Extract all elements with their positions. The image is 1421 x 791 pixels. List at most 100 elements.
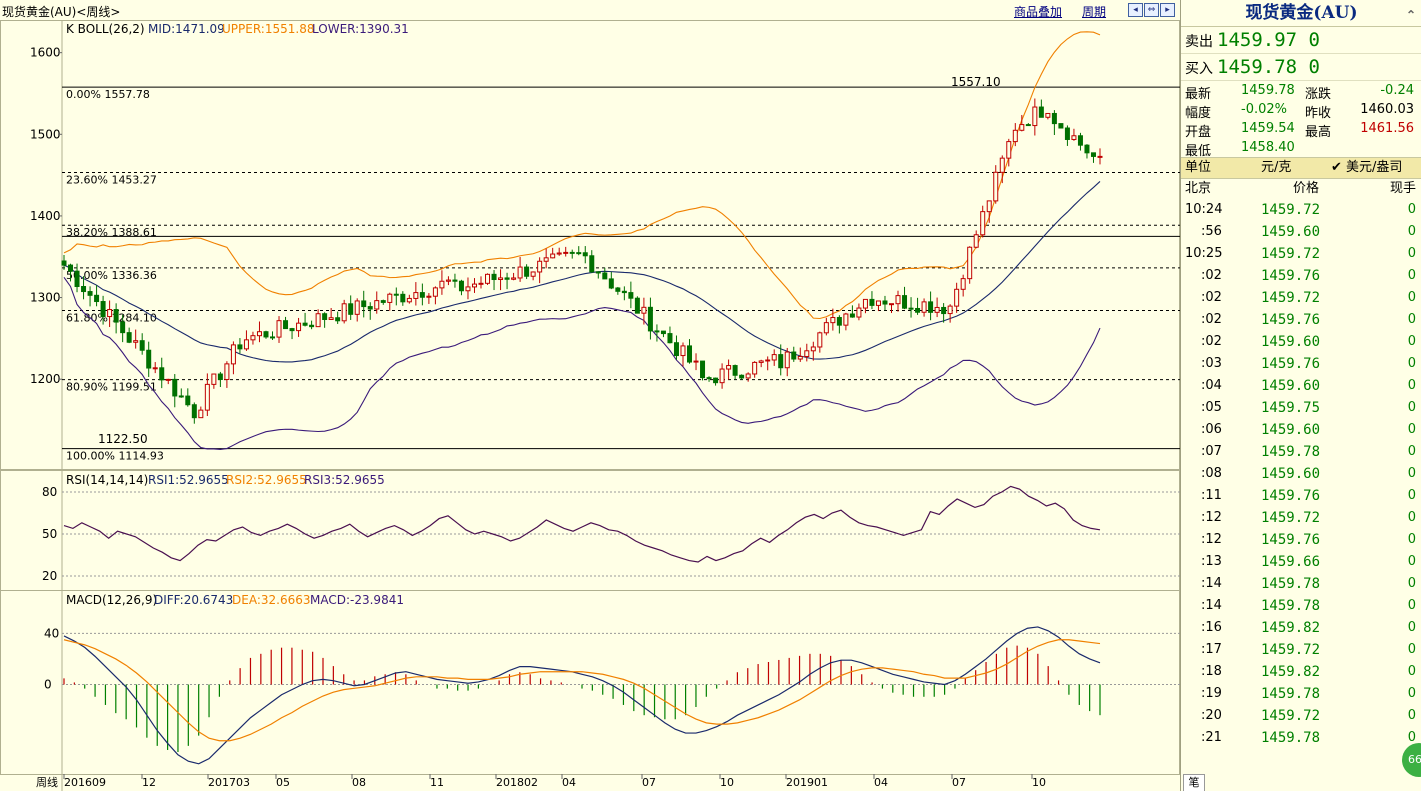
- candle-body: [752, 361, 758, 375]
- period-button[interactable]: 周期: [1082, 5, 1107, 19]
- tick-row: :20 1459.72 0: [1201, 708, 1416, 724]
- candle-body: [530, 271, 536, 277]
- candle-body: [380, 300, 386, 303]
- macd-tick: 40: [44, 626, 59, 640]
- boll-upper-line: [63, 31, 1101, 320]
- tick-row: :03 1459.76 0: [1201, 356, 1416, 372]
- candle-body: [576, 252, 582, 255]
- candle-body: [589, 255, 595, 273]
- candle-body: [569, 251, 575, 254]
- price-tick: 1500: [30, 127, 61, 141]
- candle-body: [1012, 129, 1018, 143]
- period-label: 周线: [36, 775, 58, 789]
- candle-body: [647, 306, 653, 332]
- candle-body: [986, 200, 992, 213]
- tick-row: :14 1459.78 0: [1201, 576, 1416, 592]
- candle-body: [615, 287, 621, 292]
- tick-row: :13 1459.66 0: [1201, 554, 1416, 570]
- candle-body: [745, 373, 751, 379]
- tick-row: :17 1459.72 0: [1201, 642, 1416, 658]
- unit-cny-option[interactable]: 元/克: [1261, 160, 1292, 175]
- candle-body: [563, 251, 569, 254]
- rsi3-value: RSI3:52.9655: [304, 473, 385, 487]
- candle-body: [178, 395, 184, 398]
- prev-icon[interactable]: ◂: [1128, 3, 1143, 17]
- candle-body: [270, 336, 276, 339]
- price-tick: 1400: [30, 209, 61, 223]
- macd-diff-line: [63, 626, 1101, 765]
- tick-row: :16 1459.82 0: [1201, 620, 1416, 636]
- candle-body: [217, 373, 223, 380]
- candle-body: [830, 317, 836, 324]
- candle-body: [550, 253, 556, 259]
- candle-body: [849, 313, 855, 318]
- tick-row: :12 1459.76 0: [1201, 532, 1416, 548]
- tick-list[interactable]: 10:24 1459.72 0:56 1459.60 0 10:25 1459.72 0:02…: [1181, 199, 1421, 749]
- quote-panel: 现货黄金(AU) ⌃ 卖出 1459.97 0 买入 1459.78 0 最新 145…: [1180, 0, 1421, 791]
- candle-body: [74, 270, 80, 288]
- time-tick: 12: [142, 776, 156, 789]
- bid-row: 买入 1459.78 0: [1181, 54, 1421, 81]
- unit-row: 单位 元/克 ✔ 美元/盎司: [1181, 158, 1421, 179]
- candle-body: [726, 365, 732, 370]
- candle-body: [498, 277, 504, 281]
- candle-body: [556, 252, 562, 255]
- rsi-panel-frame: [0, 470, 1180, 591]
- candle-body: [1006, 141, 1012, 159]
- candle-body: [315, 313, 321, 328]
- candle-body: [713, 377, 719, 384]
- candle-body: [146, 349, 152, 369]
- candle-body: [621, 290, 627, 294]
- candle-body: [1032, 106, 1038, 127]
- candle-body: [152, 367, 158, 370]
- next-icon[interactable]: ▸: [1160, 3, 1175, 17]
- candle-body: [485, 273, 491, 284]
- candle-body: [1025, 124, 1031, 127]
- candle-body: [517, 266, 523, 279]
- time-tick: 10: [1032, 776, 1046, 789]
- candle-body: [120, 321, 126, 334]
- candle-body: [673, 342, 679, 357]
- overlay-button[interactable]: 商品叠加: [1014, 5, 1063, 19]
- fib-label: 80.90% 1199.51: [66, 381, 157, 394]
- candle-body: [322, 313, 328, 320]
- tick-row: 10:24 1459.72 0: [1185, 202, 1416, 218]
- candle-body: [491, 273, 497, 281]
- candle-body: [165, 378, 171, 381]
- candle-body: [719, 368, 725, 384]
- expand-icon[interactable]: ⇔: [1144, 3, 1159, 17]
- status-badge[interactable]: 66: [1402, 743, 1421, 777]
- time-tick: 04: [874, 776, 888, 789]
- candle-body: [211, 373, 217, 385]
- chart-canvas[interactable]: 0.00% 1557.78 23.60% 1453.27 38.20% 1388.6…: [0, 20, 1180, 791]
- candle-body: [947, 305, 953, 315]
- tick-row: :04 1459.60 0: [1201, 378, 1416, 394]
- candle-body: [1077, 135, 1083, 146]
- candle-body: [1058, 123, 1064, 129]
- candle-body: [687, 345, 693, 363]
- candle-body: [667, 333, 673, 344]
- candle-body: [739, 374, 745, 379]
- candle-body: [198, 409, 204, 419]
- rsi-tick: 80: [42, 485, 57, 499]
- candle-body: [133, 340, 139, 343]
- candle-body: [693, 360, 699, 363]
- unit-usd-option[interactable]: ✔ 美元/盎司: [1331, 160, 1403, 175]
- candle-body: [348, 303, 354, 315]
- rsi-line: [63, 485, 1101, 563]
- candle-body: [928, 301, 934, 313]
- tab-pen[interactable]: 笔: [1183, 774, 1205, 791]
- tick-row: :02 1459.76 0: [1201, 268, 1416, 284]
- caret-icon[interactable]: ⌃: [1405, 8, 1416, 22]
- candle-body: [582, 252, 588, 257]
- tick-row: :14 1459.78 0: [1201, 598, 1416, 614]
- boll-mid-line: [63, 181, 1101, 363]
- quote-title: 现货黄金(AU) ⌃: [1181, 0, 1421, 27]
- time-tick: 201609: [64, 776, 106, 789]
- candle-body: [276, 320, 282, 338]
- candle-body: [406, 297, 412, 303]
- candle-body: [771, 354, 777, 361]
- candle-body: [387, 293, 393, 303]
- macd-dea-line: [63, 639, 1101, 742]
- chart-title: 现货黄金(AU)<周线>: [2, 5, 121, 19]
